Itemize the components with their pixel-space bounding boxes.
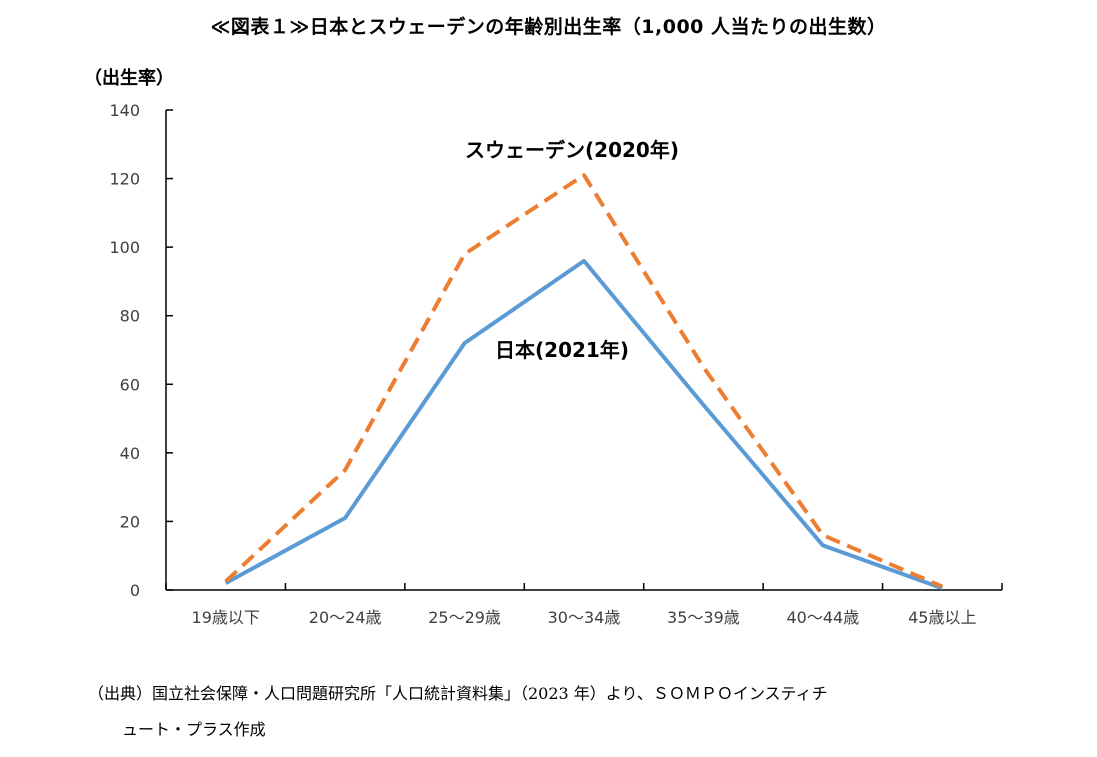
- chart-title: ≪図表１≫日本とスウェーデンの年齢別出生率（1,000 人当たりの出生数）: [210, 16, 887, 38]
- y-tick-label: 120: [109, 170, 140, 189]
- x-tick-label: 30～34歳: [548, 608, 621, 627]
- x-tick-label: 20～24歳: [309, 608, 382, 627]
- x-tick-label: 45歳以上: [908, 608, 976, 627]
- line-chart: （出生率） 0 20 40 60 80 100 120 140 19歳以下 20～24歳 25～2…: [84, 67, 1003, 627]
- y-tick-label: 60: [120, 375, 140, 394]
- series-label-japan: 日本(2021年): [495, 338, 629, 362]
- source-line-2: ュート・プラス作成: [122, 720, 266, 739]
- y-tick-label: 80: [120, 307, 140, 326]
- y-tick-label: 20: [120, 512, 140, 531]
- x-tick-label: 35～39歳: [667, 608, 740, 627]
- y-axis-label: （出生率）: [84, 67, 174, 89]
- series-line-japan: [224, 258, 943, 591]
- source-note: （出典）国立社会保障・人口問題研究所「人口統計資料集」（2023 年）より、ＳＯ…: [88, 676, 1048, 748]
- x-tick-label: 19歳以下: [192, 608, 260, 627]
- y-tick-label: 100: [109, 238, 140, 257]
- x-tick-label: 25～29歳: [428, 608, 501, 627]
- series-lines: [224, 173, 944, 591]
- series-labels: 日本(2021年) スウェーデン(2020年): [465, 138, 679, 362]
- x-tick-label: 40～44歳: [786, 608, 859, 627]
- y-tick-label: 40: [120, 444, 140, 463]
- y-axis: 0 20 40 60 80 100 120 140: [109, 101, 173, 600]
- x-axis: 19歳以下 20～24歳 25～29歳 30～34歳 35～39歳 40～44歳 45歳以上: [165, 583, 1003, 627]
- y-tick-label: 140: [109, 101, 140, 120]
- source-line-1: （出典）国立社会保障・人口問題研究所「人口統計資料集」（2023 年）より、ＳＯ…: [88, 684, 828, 703]
- series-line-sweden: [224, 173, 944, 589]
- y-tick-label: 0: [130, 581, 140, 600]
- series-label-sweden: スウェーデン(2020年): [465, 138, 679, 162]
